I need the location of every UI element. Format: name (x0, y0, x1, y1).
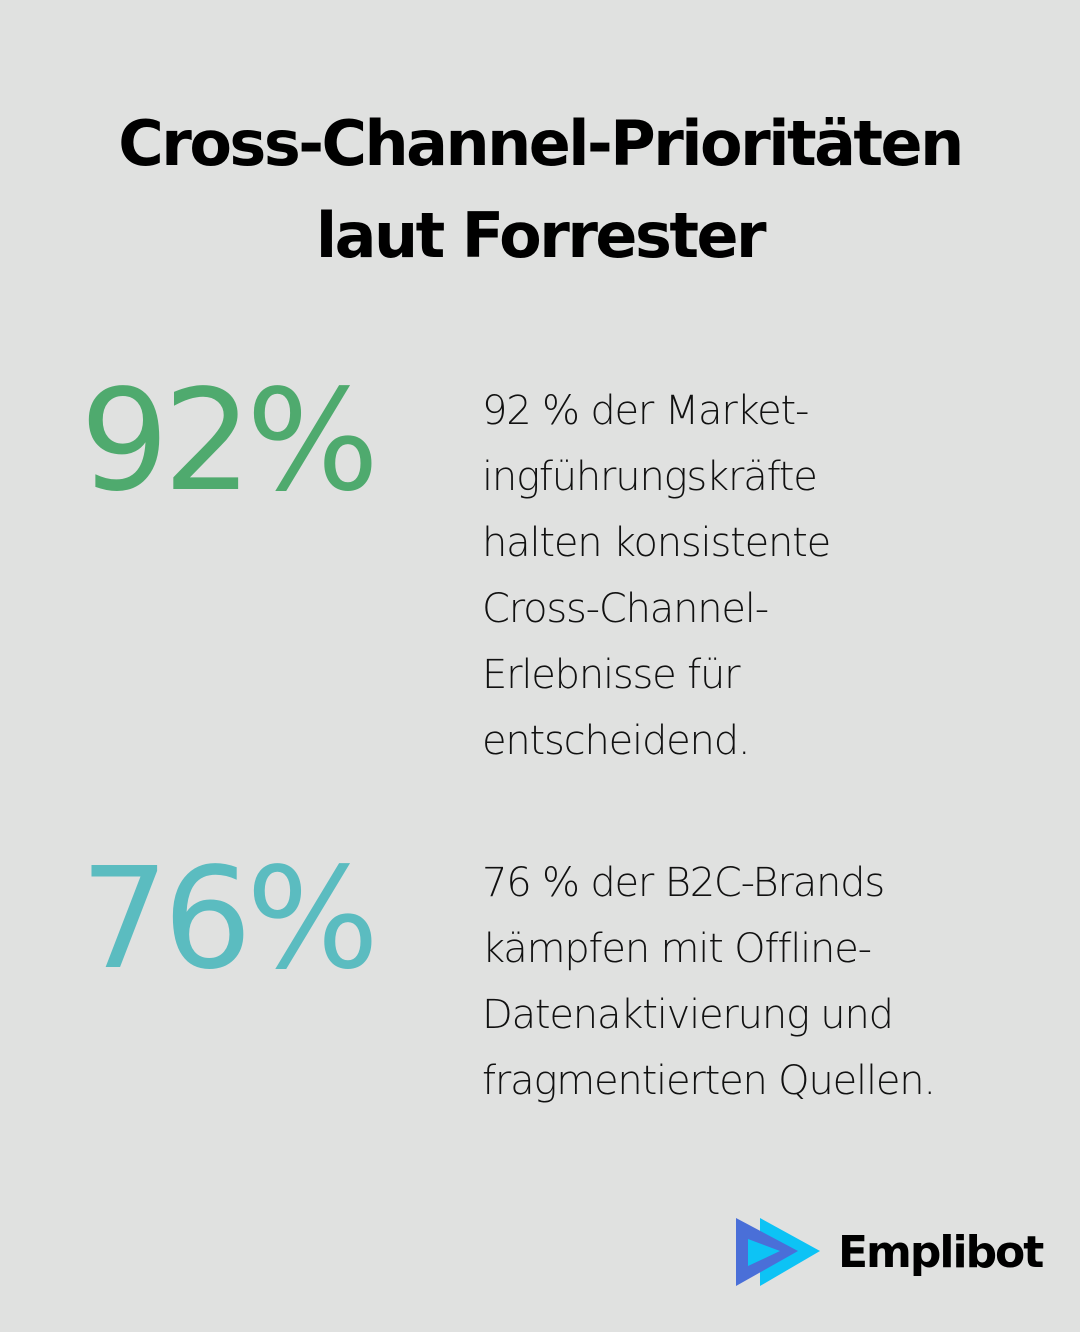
stat-text-line: fragmentierten Quellen. (482, 1058, 936, 1104)
stat-description: 92 % der Market- ingführungskräfte halte… (482, 378, 1042, 774)
double-play-triangle-icon (736, 1218, 820, 1286)
title-line-1: Cross-Channel-Prioritäten (118, 107, 964, 180)
stat-text-line: halten konsistente (482, 520, 831, 566)
title-line-2: laut Forrester (315, 199, 767, 272)
stat-text-line: kämpfen mit Offline- (482, 926, 872, 972)
stat-text-line: Cross-Channel- (482, 586, 769, 632)
stat-text-line: 92 % der Market- (482, 388, 809, 434)
stat-text-line: 76 % der B2C-Brands (482, 860, 885, 906)
stat-text-line: Datenaktivierung und (482, 992, 894, 1038)
brand-name: Emplibot (838, 1226, 1044, 1278)
stat-value: 92% (80, 360, 379, 523)
stat-text-line: ingführungskräfte (482, 454, 818, 500)
stat-text-line: Erlebnisse für (482, 652, 741, 698)
stat-value: 76% (80, 838, 379, 1001)
stat-text-line: entscheidend. (482, 718, 751, 764)
brand-logo: Emplibot (736, 1216, 1044, 1288)
stat-description: 76 % der B2C-Brands kämpfen mit Offline-… (482, 850, 1042, 1114)
page-title: Cross-Channel-Prioritäten laut Forrester (0, 98, 1080, 282)
